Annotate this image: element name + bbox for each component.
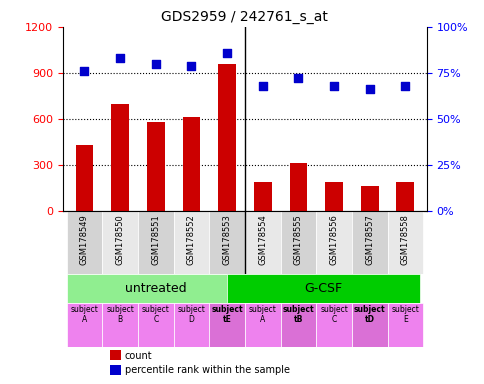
FancyBboxPatch shape bbox=[137, 303, 173, 348]
FancyBboxPatch shape bbox=[66, 274, 244, 303]
Bar bbox=[111, 104, 129, 211]
FancyBboxPatch shape bbox=[137, 211, 173, 274]
Text: subject
E: subject E bbox=[391, 305, 419, 324]
Text: GSM178553: GSM178553 bbox=[222, 214, 231, 265]
Point bbox=[330, 83, 337, 89]
Text: GSM178551: GSM178551 bbox=[151, 214, 160, 265]
FancyBboxPatch shape bbox=[387, 303, 423, 348]
Title: GDS2959 / 242761_s_at: GDS2959 / 242761_s_at bbox=[161, 10, 328, 25]
FancyBboxPatch shape bbox=[66, 303, 102, 348]
Text: subject
tD: subject tD bbox=[353, 305, 385, 324]
Text: G-CSF: G-CSF bbox=[303, 282, 342, 295]
Text: GSM178550: GSM178550 bbox=[115, 214, 124, 265]
FancyBboxPatch shape bbox=[102, 303, 137, 348]
Text: GSM178549: GSM178549 bbox=[80, 214, 89, 265]
FancyBboxPatch shape bbox=[351, 303, 387, 348]
Point bbox=[151, 61, 159, 67]
FancyBboxPatch shape bbox=[102, 211, 137, 274]
Bar bbox=[76, 145, 93, 211]
Text: percentile rank within the sample: percentile rank within the sample bbox=[125, 365, 289, 375]
Point bbox=[401, 83, 408, 89]
Point bbox=[80, 68, 88, 74]
Text: subject
tB: subject tB bbox=[282, 305, 314, 324]
FancyBboxPatch shape bbox=[173, 303, 209, 348]
FancyBboxPatch shape bbox=[244, 303, 280, 348]
Bar bbox=[218, 64, 236, 211]
FancyBboxPatch shape bbox=[173, 211, 209, 274]
Text: GSM178558: GSM178558 bbox=[400, 214, 409, 265]
Point bbox=[365, 86, 373, 93]
Bar bbox=[182, 117, 200, 211]
Bar bbox=[324, 182, 342, 211]
Bar bbox=[360, 185, 378, 211]
Text: subject
D: subject D bbox=[177, 305, 205, 324]
Bar bbox=[253, 182, 271, 211]
Text: subject
C: subject C bbox=[319, 305, 348, 324]
Bar bbox=[289, 163, 307, 211]
Text: subject
A: subject A bbox=[248, 305, 276, 324]
FancyBboxPatch shape bbox=[280, 303, 316, 348]
FancyBboxPatch shape bbox=[66, 211, 102, 274]
Text: GSM178555: GSM178555 bbox=[293, 214, 302, 265]
Bar bbox=[396, 182, 413, 211]
FancyBboxPatch shape bbox=[244, 211, 280, 274]
Bar bbox=[147, 122, 165, 211]
Point bbox=[294, 75, 302, 81]
Point bbox=[116, 55, 124, 61]
Text: subject
B: subject B bbox=[106, 305, 134, 324]
Text: GSM178554: GSM178554 bbox=[257, 214, 267, 265]
FancyBboxPatch shape bbox=[209, 303, 244, 348]
Text: GSM178557: GSM178557 bbox=[364, 214, 374, 265]
FancyBboxPatch shape bbox=[209, 211, 244, 274]
Text: subject
A: subject A bbox=[70, 305, 98, 324]
Bar bbox=[110, 350, 121, 361]
Point bbox=[187, 63, 195, 69]
Text: count: count bbox=[125, 351, 152, 361]
Text: subject
tE: subject tE bbox=[211, 305, 242, 324]
Text: untreated: untreated bbox=[125, 282, 186, 295]
FancyBboxPatch shape bbox=[280, 211, 316, 274]
Text: GSM178556: GSM178556 bbox=[329, 214, 338, 265]
Bar bbox=[110, 365, 121, 375]
FancyBboxPatch shape bbox=[227, 274, 419, 303]
Point bbox=[258, 83, 266, 89]
Text: subject
C: subject C bbox=[141, 305, 169, 324]
FancyBboxPatch shape bbox=[387, 211, 423, 274]
Text: GSM178552: GSM178552 bbox=[186, 214, 196, 265]
FancyBboxPatch shape bbox=[351, 211, 387, 274]
Point bbox=[223, 50, 230, 56]
FancyBboxPatch shape bbox=[316, 211, 351, 274]
FancyBboxPatch shape bbox=[316, 303, 351, 348]
